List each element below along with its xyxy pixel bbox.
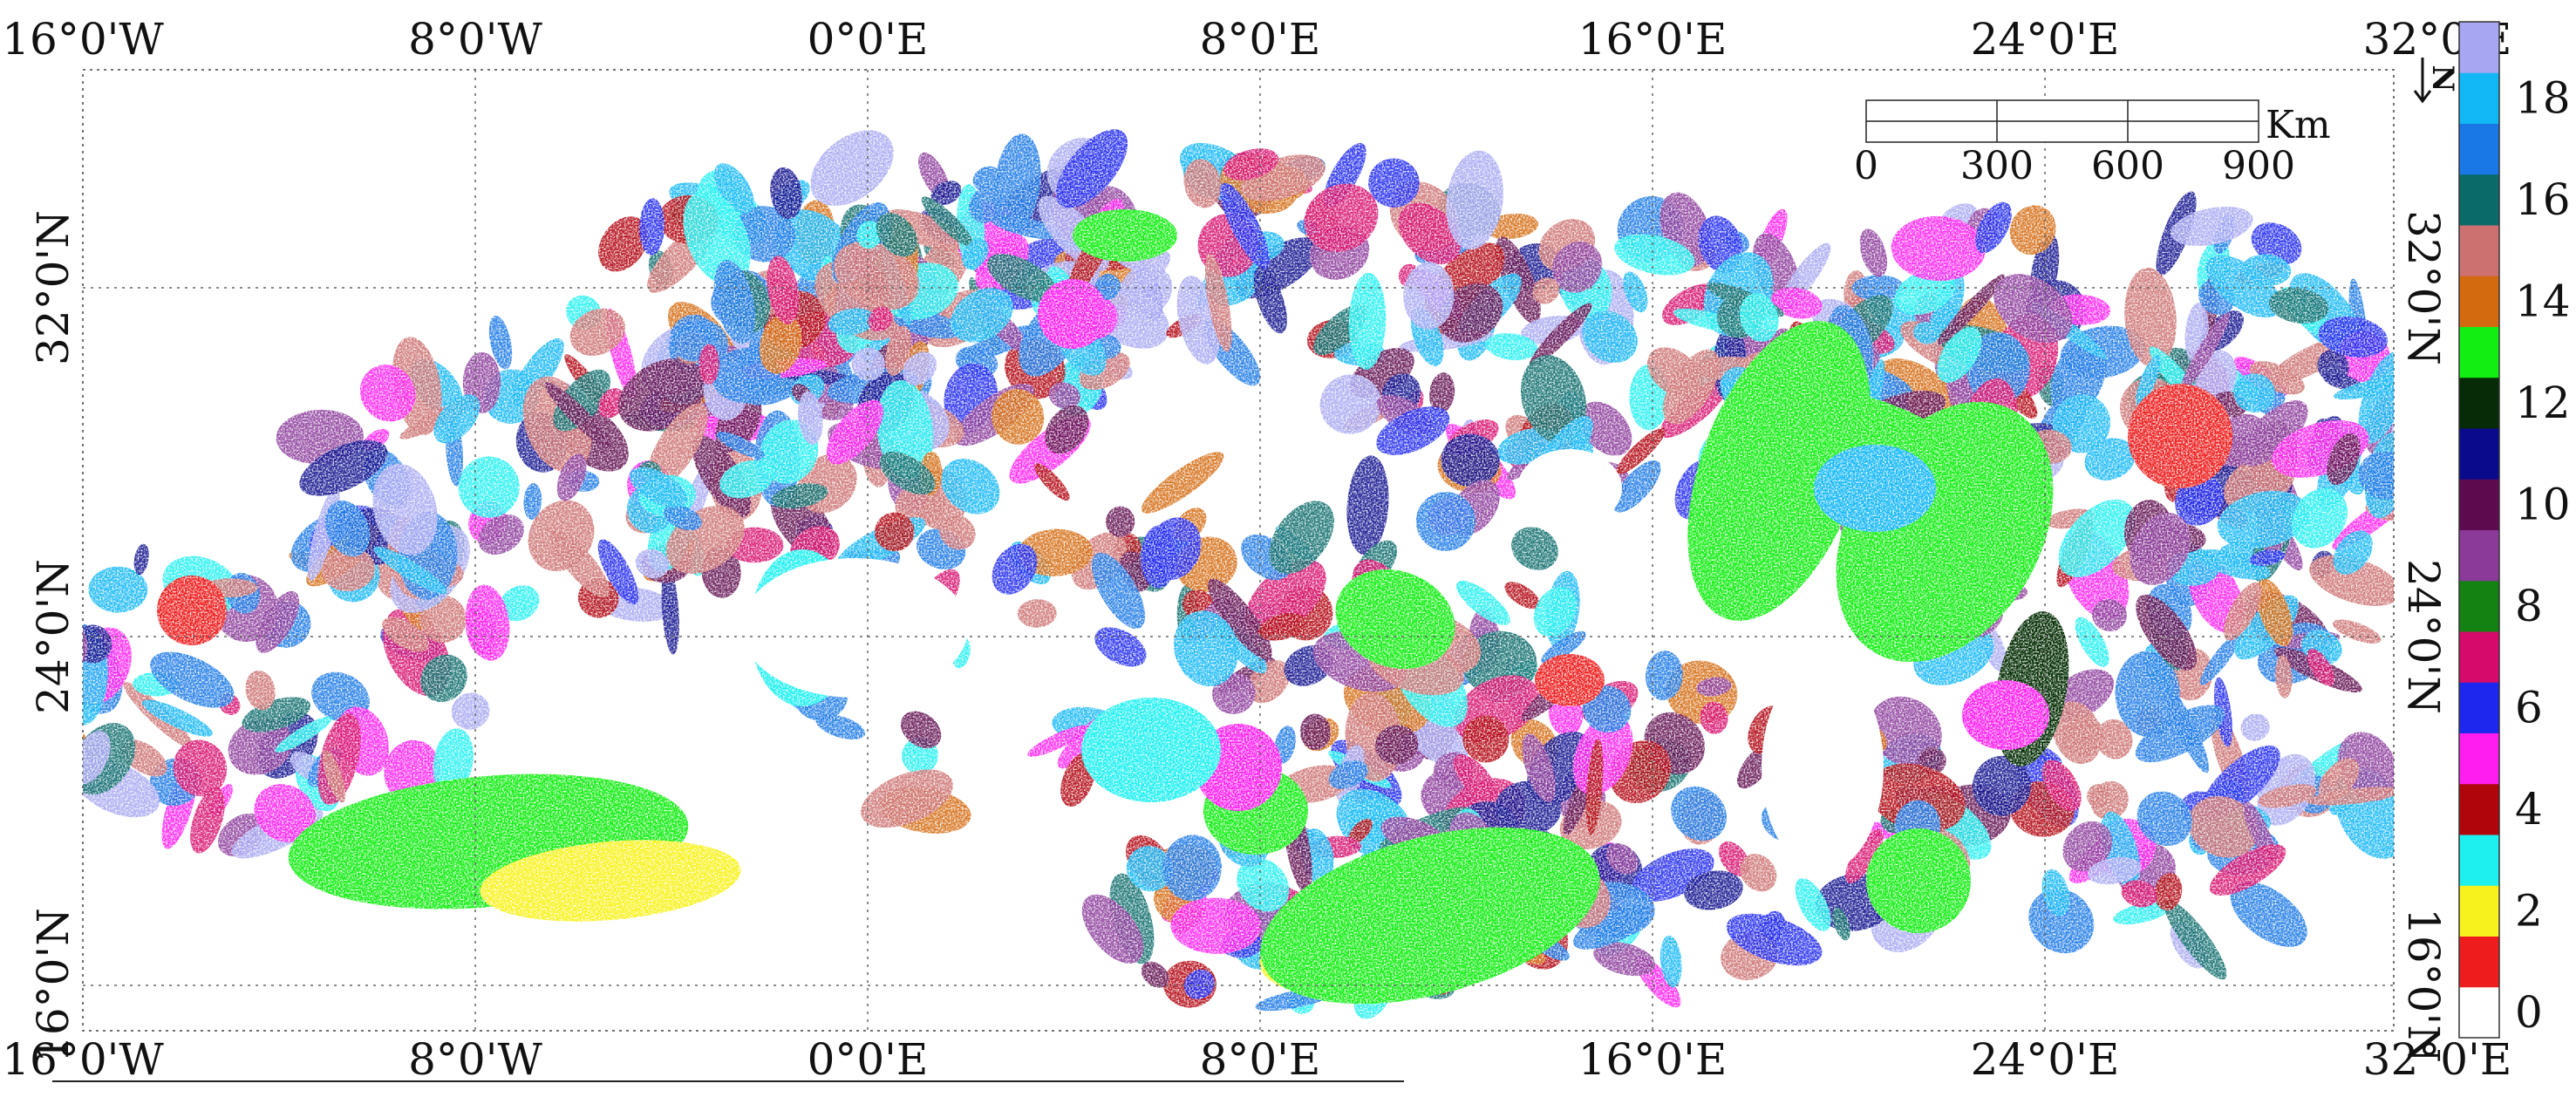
legend-tick-label: 8	[2515, 581, 2543, 631]
longitude-label-top: 8°0'W	[408, 14, 542, 65]
legend-swatch	[2459, 986, 2499, 1039]
legend-colorbar	[2458, 21, 2500, 1039]
longitude-label-bottom: 0°0'E	[808, 1034, 929, 1085]
left-latitude-labels: 32°0'N 24°0'N 16°0'N	[28, 210, 78, 1063]
scale-unit-label: Km	[2266, 103, 2331, 147]
legend-swatch	[2459, 682, 2499, 733]
legend-swatch	[2459, 732, 2499, 785]
legend-tick-label: 16	[2515, 174, 2571, 225]
longitude-label-bottom: 16°0'E	[1578, 1034, 1728, 1085]
legend-swatch	[2459, 72, 2499, 124]
scale-bar: 0 300 600 900 Km	[1854, 99, 2331, 188]
legend-swatch	[2459, 276, 2499, 327]
longitude-label-top: 16°0'W	[2, 14, 164, 65]
legend-swatch	[2459, 225, 2499, 276]
legend-tick-label: 6	[2515, 682, 2543, 732]
scale-tick-label: 300	[1960, 144, 2034, 188]
longitude-label-top: 16°0'E	[1578, 14, 1728, 65]
legend-swatch	[2459, 428, 2499, 480]
scale-tick-label: 900	[2222, 144, 2295, 188]
legend-tick-label: 10	[2515, 479, 2571, 529]
latitude-label-left: 24°0'N	[28, 559, 78, 714]
latitude-label-right: 16°0'N	[2398, 908, 2449, 1063]
bottom-longitude-labels: 16°0'W 8°0'W 0°0'E 8°0'E 16°0'E 24°0'E 32°0'E	[2, 1034, 2511, 1085]
legend-swatch	[2459, 631, 2499, 683]
legend-tick-label: 12	[2515, 378, 2571, 428]
longitude-label-top: 24°0'E	[1971, 14, 2120, 65]
graticule-grid	[83, 70, 2394, 1031]
legend-swatch	[2459, 835, 2499, 886]
longitude-label-bottom: 32°0'E	[2363, 1034, 2512, 1085]
legend-swatch	[2459, 479, 2499, 530]
legend-swatch	[2459, 885, 2499, 937]
legend-swatch	[2459, 529, 2499, 582]
latitude-label-right: 32°0'N	[2398, 210, 2449, 365]
latitude-label-left: 32°0'N	[28, 210, 78, 365]
legend-swatch	[2459, 936, 2499, 988]
longitude-label-bottom: 24°0'E	[1971, 1034, 2120, 1085]
legend-swatch	[2459, 123, 2499, 175]
scale-tick-label: 0	[1854, 144, 1878, 188]
legend-tick-labels: 0 2 4 6 8 10 12 14 16 18	[2515, 72, 2571, 1038]
right-latitude-labels: 32°0'N 24°0'N 16°0'N	[2398, 210, 2449, 1063]
top-longitude-labels: 16°0'W 8°0'W 0°0'E 8°0'E 16°0'E 24°0'E 32°0'E	[2, 14, 2511, 65]
classification-raster	[83, 129, 2394, 1019]
legend-swatch	[2459, 326, 2499, 378]
legend-tick-label: 18	[2515, 72, 2571, 123]
legend-swatch	[2459, 22, 2499, 73]
legend-swatch	[2459, 377, 2499, 429]
legend-tick-label: 2	[2515, 885, 2543, 936]
legend-tick-label: 4	[2515, 784, 2543, 835]
longitude-label-top: 8°0'E	[1200, 14, 1321, 65]
longitude-label-bottom: 8°0'W	[408, 1034, 542, 1085]
longitude-label-top: 0°0'E	[808, 14, 929, 65]
scale-tick-label: 600	[2091, 144, 2164, 188]
north-symbol: N	[2425, 65, 2460, 92]
legend-swatch	[2459, 580, 2499, 632]
legend-border	[2458, 21, 2500, 1039]
legend-swatch	[2459, 783, 2499, 835]
longitude-label-bottom: 8°0'E	[1200, 1034, 1321, 1085]
legend-tick-label: 0	[2515, 987, 2543, 1038]
latitude-label-left: 16°0'N	[28, 908, 78, 1063]
longitude-label-bottom: 16°0'W	[2, 1034, 164, 1085]
legend-swatch	[2459, 174, 2499, 226]
north-arrow-icon: N	[2413, 58, 2460, 104]
legend-tick-label: 14	[2515, 276, 2571, 326]
latitude-label-right: 24°0'N	[2398, 559, 2449, 714]
